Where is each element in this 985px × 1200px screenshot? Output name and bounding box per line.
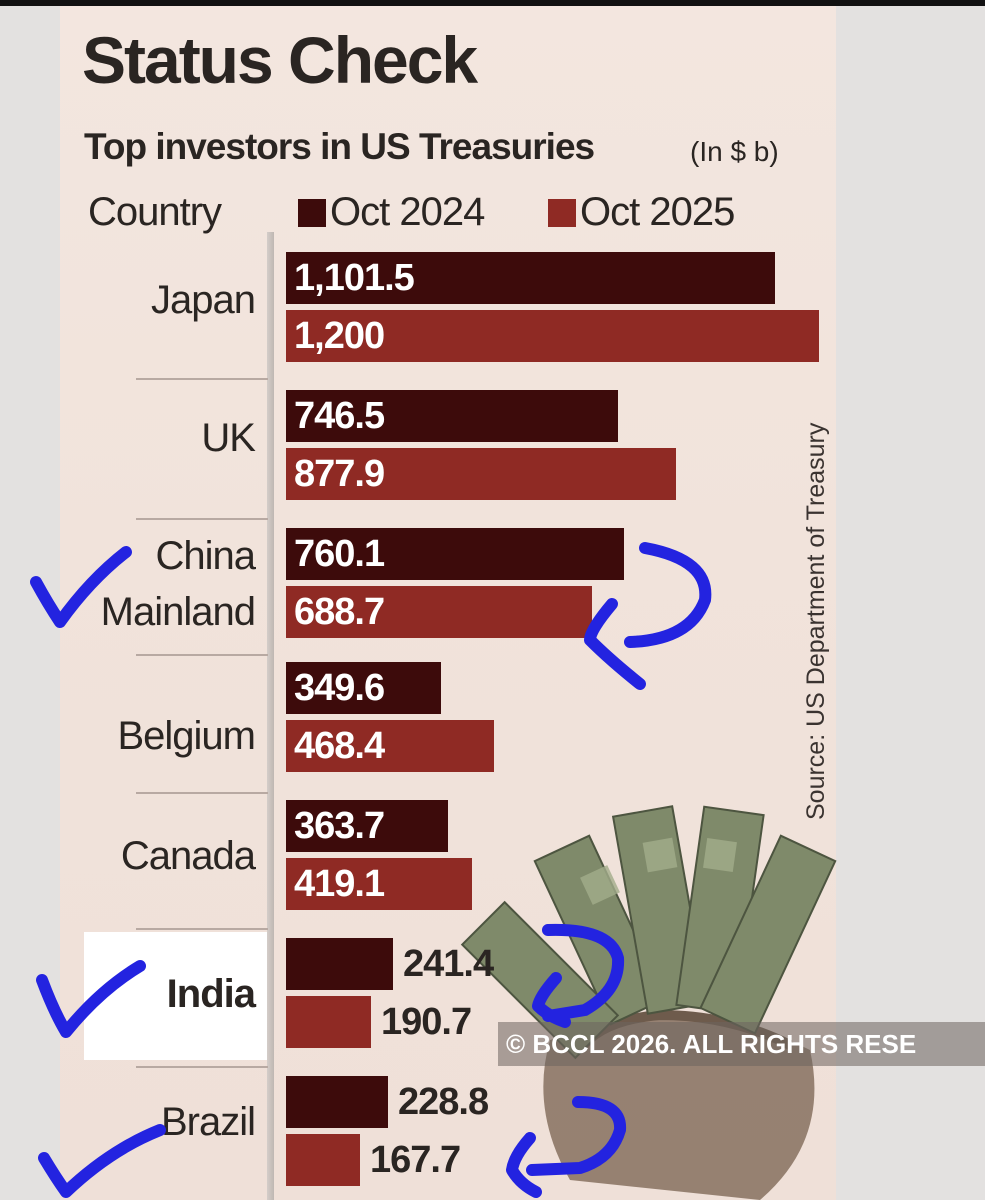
bar-brazil-oct-2025 (286, 1134, 360, 1186)
country-column-header: Country (88, 190, 222, 234)
country-label-india: India (166, 968, 256, 1020)
country-label-canada: Canada (120, 830, 256, 882)
bar-canada-oct-2024 (286, 800, 448, 852)
category-divider (136, 792, 268, 794)
bar-value-uk-oct-2024: 746.5 (294, 395, 385, 437)
bar-value-belgium-oct-2025: 468.4 (294, 725, 385, 767)
top-border (0, 0, 985, 6)
bar-value-japan-oct-2025: 1,200 (294, 315, 385, 357)
bar-china-mainland-oct-2024 (286, 528, 624, 580)
country-label-line: Belgium (117, 714, 256, 758)
bar-uk-oct-2024 (286, 390, 618, 442)
bar-value-india-oct-2025: 190.7 (381, 1001, 472, 1043)
bar-uk-oct-2025 (286, 448, 676, 500)
bar-value-canada-oct-2024: 363.7 (294, 805, 385, 847)
bar-china-mainland-oct-2025 (286, 586, 592, 638)
bar-canada-oct-2025 (286, 858, 472, 910)
category-divider (136, 928, 268, 930)
bar-value-brazil-oct-2024: 228.8 (398, 1081, 489, 1123)
legend-label-oct-2024: Oct 2024 (330, 190, 485, 234)
bar-india-oct-2025 (286, 996, 371, 1048)
bar-india-oct-2024 (286, 938, 393, 990)
country-label-belgium: Belgium (117, 710, 256, 762)
bar-value-canada-oct-2025: 419.1 (294, 863, 385, 905)
bar-value-china-mainland-oct-2025: 688.7 (294, 591, 385, 633)
category-divider (136, 1066, 268, 1068)
bar-value-belgium-oct-2024: 349.6 (294, 667, 385, 709)
bar-japan-oct-2024 (286, 252, 775, 304)
country-label-line: China (155, 534, 256, 578)
bar-belgium-oct-2025 (286, 720, 494, 772)
bar-value-brazil-oct-2025: 167.7 (370, 1139, 461, 1181)
category-divider (136, 378, 268, 380)
category-divider (136, 518, 268, 520)
unit-label: (In $ b) (690, 136, 779, 167)
bar-japan-oct-2025 (286, 310, 819, 362)
country-label-line: UK (201, 416, 256, 460)
country-label-japan: Japan (151, 274, 256, 326)
country-label-line: Japan (151, 278, 256, 322)
copyright-watermark: © BCCL 2026. ALL RIGHTS RESE (498, 1022, 985, 1066)
country-label-line: India (166, 972, 256, 1016)
country-label-line: Brazil (160, 1100, 256, 1144)
bar-value-japan-oct-2024: 1,101.5 (294, 257, 415, 299)
money-bag-illustration (460, 805, 837, 1200)
source-note: Source: US Department of Treasury (802, 422, 830, 820)
category-divider (136, 654, 268, 656)
chart-subtitle: Top investors in US Treasuries (84, 126, 595, 167)
country-label-china-mainland: China Mainland (100, 528, 256, 640)
bar-brazil-oct-2024 (286, 1076, 388, 1128)
category-axis-line (267, 232, 274, 1200)
country-label-line: Canada (120, 834, 256, 878)
country-label-line: Mainland (100, 590, 256, 634)
legend-item-oct-2024: Oct 2024 (298, 190, 485, 235)
chart-title: Status Check (82, 23, 478, 97)
legend-item-oct-2025: Oct 2025 (548, 190, 735, 235)
legend-swatch-oct-2025 (548, 198, 576, 227)
legend-swatch-oct-2024 (298, 198, 326, 227)
country-label-uk: UK (201, 412, 256, 464)
legend-label-oct-2025: Oct 2025 (580, 190, 735, 234)
bar-belgium-oct-2024 (286, 662, 441, 714)
country-label-brazil: Brazil (160, 1096, 256, 1148)
bar-value-india-oct-2024: 241.4 (403, 943, 494, 985)
bar-value-china-mainland-oct-2024: 760.1 (294, 533, 385, 575)
bar-value-uk-oct-2025: 877.9 (294, 453, 385, 495)
